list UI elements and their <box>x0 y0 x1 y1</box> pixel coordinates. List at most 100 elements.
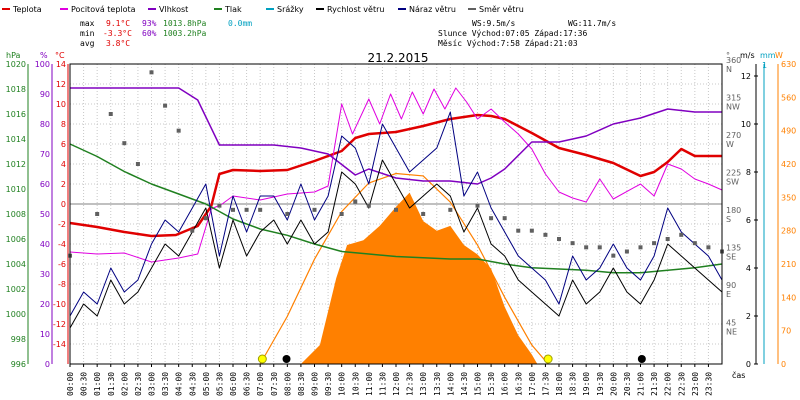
info-block: WS:9.5m/s WG:11.7m/s Slunce Východ:07:05… <box>438 19 616 48</box>
wind-direction-point <box>244 207 249 212</box>
c-tick: -8 <box>58 280 66 289</box>
x-tick-label: 21:30 <box>650 372 659 396</box>
deg-dir-tick: E <box>726 290 731 299</box>
wind-direction-point <box>421 212 426 216</box>
hpa-tick: 1016 <box>6 110 26 119</box>
x-tick-label: 09:00 <box>311 372 320 396</box>
stats-block: max 9.1°C 93% 1013.8hPa 0.0mm min -3.3°C… <box>80 19 252 48</box>
c-tick: 4 <box>61 160 66 169</box>
x-tick-label: 18:30 <box>569 372 578 396</box>
wind-direction-point <box>149 70 154 75</box>
x-tick-label: 05:00 <box>202 372 211 396</box>
c-tick: -14 <box>53 340 66 349</box>
wind-direction-point <box>217 203 222 208</box>
wind-direction-point <box>394 207 398 212</box>
hpa-tick: 1002 <box>6 285 26 294</box>
stats-max-temp: 9.1°C <box>106 19 130 28</box>
w-tick: 210 <box>781 260 796 269</box>
x-tick-label: 17:30 <box>541 372 550 396</box>
x-tick-label: 11:00 <box>365 372 374 396</box>
wind-direction-point <box>95 212 100 216</box>
x-tick-label: 02:30 <box>134 372 143 396</box>
x-tick-label: 17:00 <box>528 372 537 396</box>
x-tick-label: 20:30 <box>623 372 632 396</box>
wind-direction-point <box>665 237 670 241</box>
wind-direction-point <box>353 199 358 204</box>
info-wg: WG:11.7m/s <box>568 19 616 28</box>
legend-label-1: Pocitová teplota <box>71 5 136 14</box>
deg-tick: 315 <box>726 94 741 103</box>
ms-tick: 8 <box>746 168 751 177</box>
hpa-tick: 1018 <box>6 85 26 94</box>
x-tick-label: 07:00 <box>256 372 265 396</box>
stats-avg-label: avg <box>80 39 95 48</box>
c-tick: 2 <box>61 180 66 189</box>
axis-headers: hPa % °C ° m/s mm W <box>6 51 783 60</box>
left-axes: 9969981000100210041006100810101012101410… <box>6 60 69 369</box>
stats-min-press: 1003.2hPa <box>163 29 207 38</box>
stats-min-label: min <box>80 29 95 38</box>
c-tick: 8 <box>61 120 66 129</box>
pct-tick: 40 <box>40 240 50 249</box>
w-tick: 140 <box>781 293 796 302</box>
wind-direction-point <box>190 228 195 233</box>
stats-min-temp: -3.3°C <box>103 29 132 38</box>
stats-max-press: 1013.8hPa <box>163 19 207 28</box>
pct-tick: 10 <box>40 330 50 339</box>
deg-tick: 360 <box>726 56 741 65</box>
legend-label-0: Teplota <box>12 5 42 14</box>
series-line-1 <box>69 87 723 263</box>
series-line-3 <box>69 143 723 274</box>
deg-dir-tick: NW <box>726 103 740 112</box>
ms-tick: 10 <box>741 120 751 129</box>
c-tick: -4 <box>58 240 66 249</box>
grid <box>69 63 722 364</box>
x-tick-label: 15:30 <box>487 372 496 396</box>
legend-label-6: Náraz větru <box>409 5 456 14</box>
x-tick-label: 11:30 <box>378 372 387 396</box>
x-tick-label: 14:00 <box>446 372 455 396</box>
hpa-tick: 998 <box>11 335 26 344</box>
wind-direction-point <box>108 112 113 116</box>
moon-marker-2 <box>282 355 291 363</box>
x-tick-label: 21:00 <box>637 372 646 396</box>
wind-direction-point <box>231 207 235 212</box>
w-tick: 490 <box>781 127 796 136</box>
x-tick-label: 16:00 <box>501 372 510 396</box>
chart-title: 21.2.2015 <box>367 51 428 65</box>
pct-tick: 50 <box>40 210 50 219</box>
hpa-tick: 1010 <box>6 185 26 194</box>
w-tick: 350 <box>781 193 796 202</box>
hpa-tick: 1008 <box>6 210 26 219</box>
x-tick-label: 01:30 <box>107 372 116 396</box>
wind-direction-point <box>611 253 616 258</box>
c-tick: -10 <box>53 300 66 309</box>
plot-frame <box>69 63 723 365</box>
deg-tick: 45 <box>726 319 736 328</box>
wind-direction-point <box>366 203 371 208</box>
x-tick-label: 20:00 <box>609 372 618 396</box>
x-tick-label: 01:00 <box>93 372 102 396</box>
legend-label-5: Rychlost větru <box>327 5 384 14</box>
wind-direction-point <box>312 207 317 212</box>
series-line-5 <box>69 111 723 317</box>
pct-tick: 60 <box>40 180 50 189</box>
hpa-tick: 1012 <box>6 160 26 169</box>
wind-direction-point <box>624 249 629 254</box>
w-tick: 70 <box>781 327 791 336</box>
pct-tick: 30 <box>40 270 50 279</box>
deg-dir-tick: N <box>726 65 732 74</box>
c-tick: 12 <box>56 80 66 89</box>
c-tick: 10 <box>56 100 66 109</box>
deg-dir-tick: NE <box>726 328 737 337</box>
series-line-0 <box>69 113 722 238</box>
x-tick-label: 10:00 <box>338 372 347 396</box>
w-tick: 420 <box>781 160 796 169</box>
deg-tick: 270 <box>726 131 741 140</box>
w-tick: 560 <box>781 93 796 102</box>
hpa-tick: 1000 <box>6 310 26 319</box>
x-tick-label: 19:30 <box>596 372 605 396</box>
axis-c-header: °C <box>55 51 65 60</box>
deg-dir-tick: SE <box>726 253 736 262</box>
